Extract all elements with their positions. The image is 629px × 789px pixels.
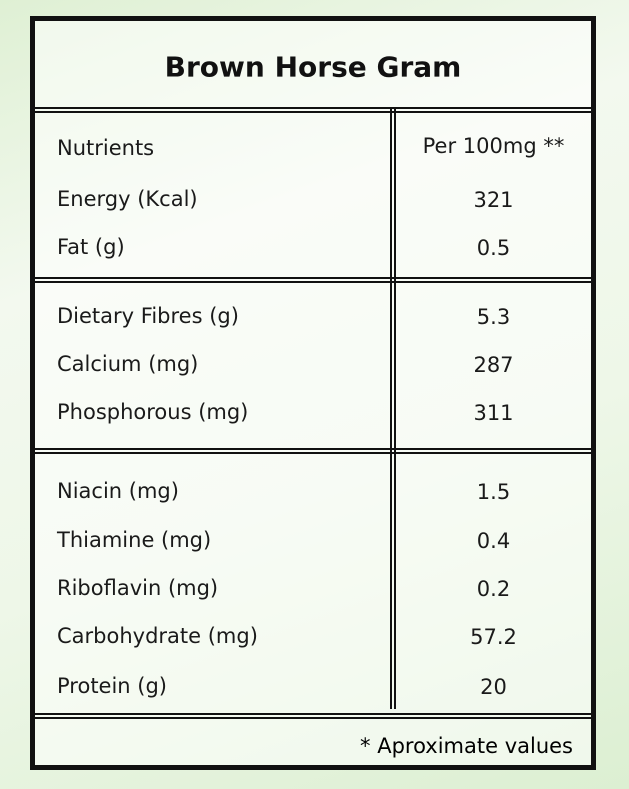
separator [35,107,591,113]
nutrition-table: Brown Horse Gram Nutrients Per 100mg ** … [30,16,596,770]
nutrient-value: 0.2 [476,577,511,601]
nutrient-value: 287 [473,353,514,377]
nutrient-value: 311 [473,401,514,425]
nutrient-name: Fat (g) [57,235,125,259]
column-separator [390,109,396,709]
nutrient-name: Niacin (mg) [57,479,179,503]
nutrient-value: 321 [473,188,514,212]
nutrient-name: Riboflavin (mg) [57,576,219,600]
separator [35,277,591,283]
separator [35,713,591,719]
header-cell: Per 100mg ** [422,134,565,158]
nutrient-name: Thiamine (mg) [57,528,212,552]
header-cell: Nutrients [57,136,155,160]
nutrient-value: 0.5 [476,236,511,260]
nutrient-name: Calcium (mg) [57,352,199,376]
nutrient-value: 0.4 [476,529,511,553]
nutrient-name: Energy (Kcal) [57,187,198,211]
nutrient-name: Dietary Fibres (g) [57,304,239,328]
nutrient-value: 20 [480,675,507,699]
nutrient-name: Protein (g) [57,674,168,698]
separator [35,448,591,454]
table-title: Brown Horse Gram [164,50,462,84]
nutrient-name: Phosphorous (mg) [57,400,249,424]
nutrient-name: Carbohydrate (mg) [57,624,258,648]
nutrient-value: 1.5 [476,480,511,504]
footnote: * Aproximate values [360,734,573,758]
nutrient-value: 5.3 [476,305,511,329]
nutrient-value: 57.2 [470,625,517,649]
